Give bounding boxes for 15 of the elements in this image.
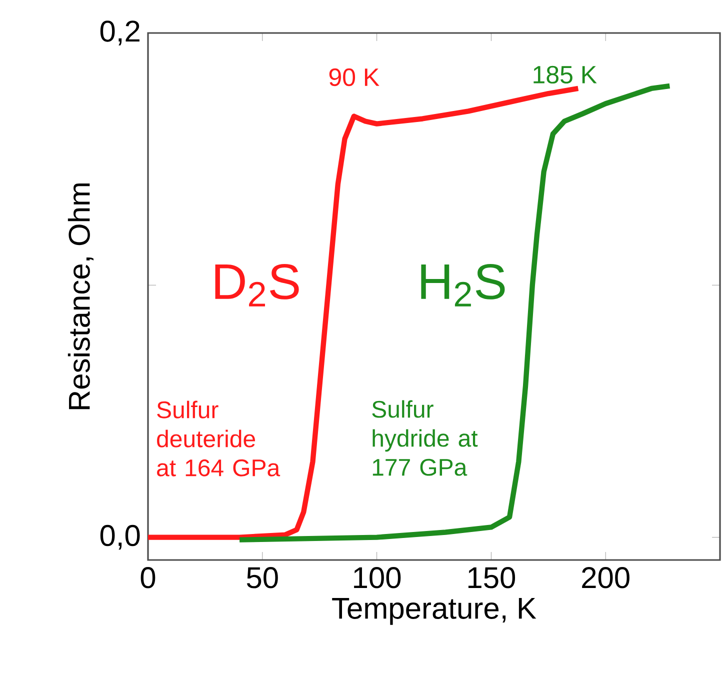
x-tick-label: 100 [354,567,401,588]
annotation: 90 K [329,68,380,86]
x-tick-label: 50 [246,567,278,588]
x-tick-label: 200 [582,567,630,588]
series-label: D$_{2}$S [215,264,299,306]
x-tick-label: 150 [468,567,516,588]
x-axis-title: Temperature, K [332,598,536,625]
series-label: H$_{2}$S [421,264,505,306]
x-tick-label: 0 [140,567,156,588]
y-tick-label: 0,0 [100,524,140,550]
annotation: Sulfur hydride at 177 GPa [372,400,478,476]
annotation: Sulfur deuteride at 164 GPa [157,400,280,476]
y-tick-label: 0,2 [100,20,140,46]
y-axis-title: Resistance, Ohm [68,184,94,410]
annotation: 185 K [534,66,597,84]
